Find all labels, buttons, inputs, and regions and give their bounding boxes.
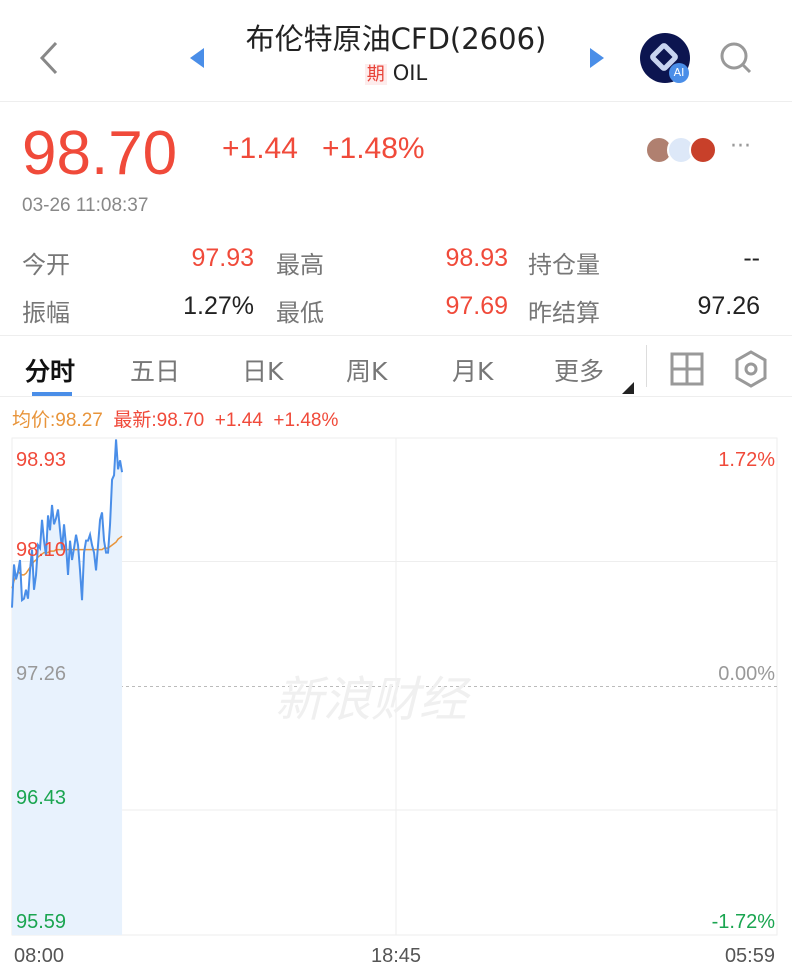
tab-2[interactable]: 日K [242,357,284,386]
x-tick: 08:00 [14,945,64,967]
stat-label: 最高 [276,251,324,279]
watermark: 新浪财经 [275,672,468,728]
more-icon[interactable]: ··· [730,134,751,159]
x-tick: 05:59 [725,945,775,967]
quote-timestamp: 03-26 11:08:37 [22,195,149,216]
y-tick-right: 1.72% [718,449,775,471]
y-tick-left: 98.93 [16,449,66,471]
legend-change: +1.44 [214,410,263,431]
stat-value: 1.27% [183,292,254,320]
stat-value: 97.26 [697,292,760,320]
price-area [12,439,123,935]
ai-assistant-icon[interactable]: AI [640,33,690,83]
layout-grid-icon[interactable] [670,352,704,386]
stat-value: 97.93 [191,244,254,272]
price-line [11,439,124,608]
stat-label: 最低 [276,299,324,327]
search-icon[interactable] [718,40,754,76]
y-tick-left: 98.10 [16,539,66,561]
tab-5[interactable]: 更多 [554,357,605,386]
tab-1[interactable]: 五日 [130,357,181,386]
avatar [689,136,717,164]
stat-value: 98.93 [445,244,508,272]
stat-label: 振幅 [22,299,70,327]
price-change: +1.44 [222,132,298,165]
page-title: 布伦特原油CFD(2606) [245,22,547,56]
prev-triangle-icon[interactable] [188,47,206,69]
active-tab-indicator [32,392,72,396]
y-tick-left: 95.59 [16,911,66,933]
next-triangle-icon[interactable] [588,47,606,69]
dropdown-corner-icon [622,382,634,394]
chart-tabs [0,335,792,397]
header [0,0,792,102]
tab-0[interactable]: 分时 [25,357,76,386]
stat-label: 昨结算 [528,299,600,327]
y-tick-left: 97.26 [16,663,66,685]
tab-4[interactable]: 月K [452,357,494,386]
y-tick-right: -1.72% [712,911,776,933]
intraday-chart[interactable]: 98.93 98.10 97.26 96.43 95.59 1.72% 0.00% -1.72… [0,430,792,975]
y-tick-left: 96.43 [16,787,66,809]
tab-3[interactable]: 周K [346,357,388,386]
latest-price-legend: 最新:98.70 [113,410,205,431]
stat-value: -- [743,244,760,272]
legend-change-pct: +1.48% [273,410,339,431]
stat-value: 97.69 [445,292,508,320]
futures-tag: 期 [364,64,387,85]
back-icon[interactable] [36,40,60,76]
stat-label: 今开 [22,251,70,279]
stat-label: 持仓量 [528,251,600,279]
y-tick-right: 0.00% [718,663,775,685]
settings-icon[interactable] [734,350,768,388]
x-tick: 18:45 [371,945,421,967]
chart-legend: 均价:98.27 最新:98.70 +1.44 +1.48% [12,405,338,432]
last-price: 98.70 [22,119,178,188]
symbol: OIL [392,61,428,85]
divider [646,345,647,387]
ai-badge: AI [669,63,689,83]
price-change-pct: +1.48% [322,132,425,165]
avg-price-legend: 均价:98.27 [12,410,103,431]
